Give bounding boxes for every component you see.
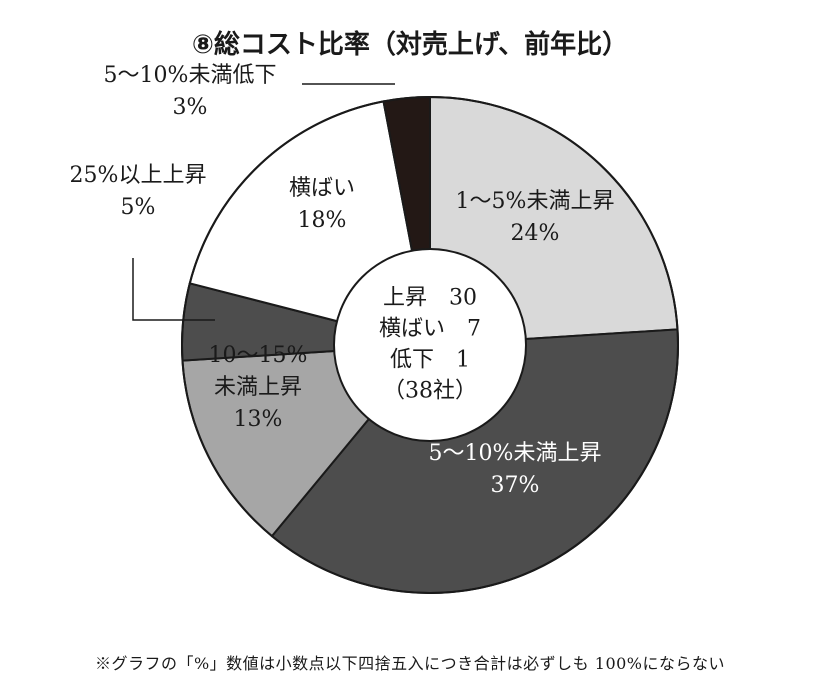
slice-category-label-1: 5～10%未満上昇 bbox=[429, 441, 602, 466]
slice-category-label-3: 25%以上上昇 bbox=[70, 163, 207, 188]
leader-line-3 bbox=[132, 258, 215, 321]
center-summary-line-2: 低下 1 bbox=[390, 348, 470, 373]
slice-value-label-1: 37% bbox=[491, 473, 540, 498]
slice-category-label-0: 1～5%未満上昇 bbox=[456, 189, 615, 214]
center-summary-line-1: 横ばい 7 bbox=[379, 317, 481, 342]
slice-value-label-4: 18% bbox=[298, 208, 347, 233]
slice-value-label-0: 24% bbox=[511, 221, 560, 246]
center-summary-line-3: （38社） bbox=[383, 379, 477, 404]
donut-outline bbox=[181, 96, 679, 594]
slice-value-label-3: 5% bbox=[121, 195, 156, 220]
slice-value-label-2: 13% bbox=[234, 407, 283, 432]
slice-value-label-5: 3% bbox=[173, 95, 208, 120]
slice-category-label-5: 5～10%未満低下 bbox=[104, 63, 277, 88]
slice-category-label-2: 未満上昇 bbox=[214, 375, 302, 400]
donut-chart: 1～5%未満上昇 24% 5～10%未満上昇 37% 10～15% 未満上昇 13% 25%以… bbox=[70, 63, 679, 594]
center-summary-line-0: 上昇 30 bbox=[383, 286, 477, 311]
footnote: ※グラフの「%」数値は小数点以下四捨五入につき合計は必ずしも 100%にならない bbox=[94, 654, 726, 673]
slice-category-label-2: 10～15% bbox=[209, 343, 308, 368]
donut-hole bbox=[333, 248, 527, 442]
chart-title: ⑧総コスト比率（対売上げ、前年比） bbox=[191, 30, 629, 60]
slice-category-label-4: 横ばい bbox=[289, 176, 355, 201]
